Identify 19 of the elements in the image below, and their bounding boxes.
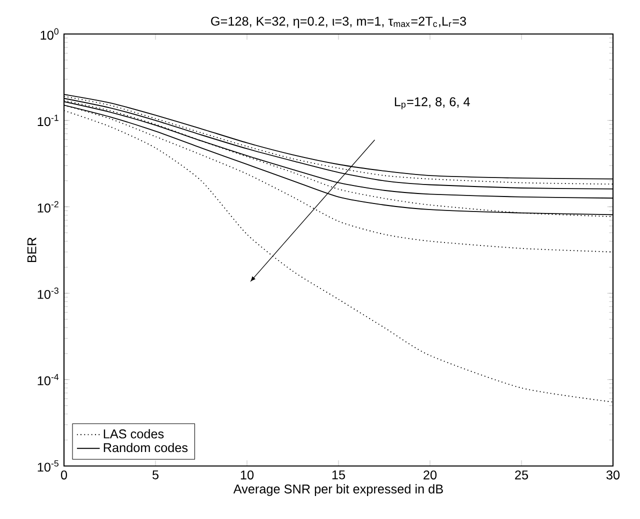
y-tick-label: 10$^{-2}$ — [38, 201, 58, 213]
annotation: L$_{p}$=12, 8, 6, 4 — [394, 97, 470, 110]
x-tick-label: 15 — [332, 470, 346, 480]
x-tick-label: 5 — [152, 470, 158, 480]
y-axis-title: BER — [27, 238, 36, 262]
y-tick-label: 10$^{-5}$ — [38, 460, 58, 472]
x-axis-title: Average SNR per bit expressed in dB — [233, 484, 443, 496]
legend-label: LAS codes — [104, 429, 164, 438]
x-tick-label: 30 — [606, 470, 620, 480]
y-tick-label: 10$^{-4}$ — [38, 374, 59, 386]
y-tick-label: 10$^{-3}$ — [38, 288, 58, 299]
y-tick-label: 10$^{-1}$ — [38, 114, 58, 126]
x-tick-label: 0 — [60, 470, 68, 480]
x-tick-label: 20 — [424, 470, 437, 480]
x-tick-label: 25 — [515, 470, 528, 480]
legend-label: Random codes — [104, 442, 188, 452]
x-tick-label: 10 — [240, 470, 254, 480]
y-tick-label: 10$^{0}$ — [40, 28, 58, 40]
chart-title: G=128, K=32, η=0.2, ι=3, m=1, τ$_{max}$=2T$_{c}$,L$_{r}$=3 — [211, 16, 466, 28]
